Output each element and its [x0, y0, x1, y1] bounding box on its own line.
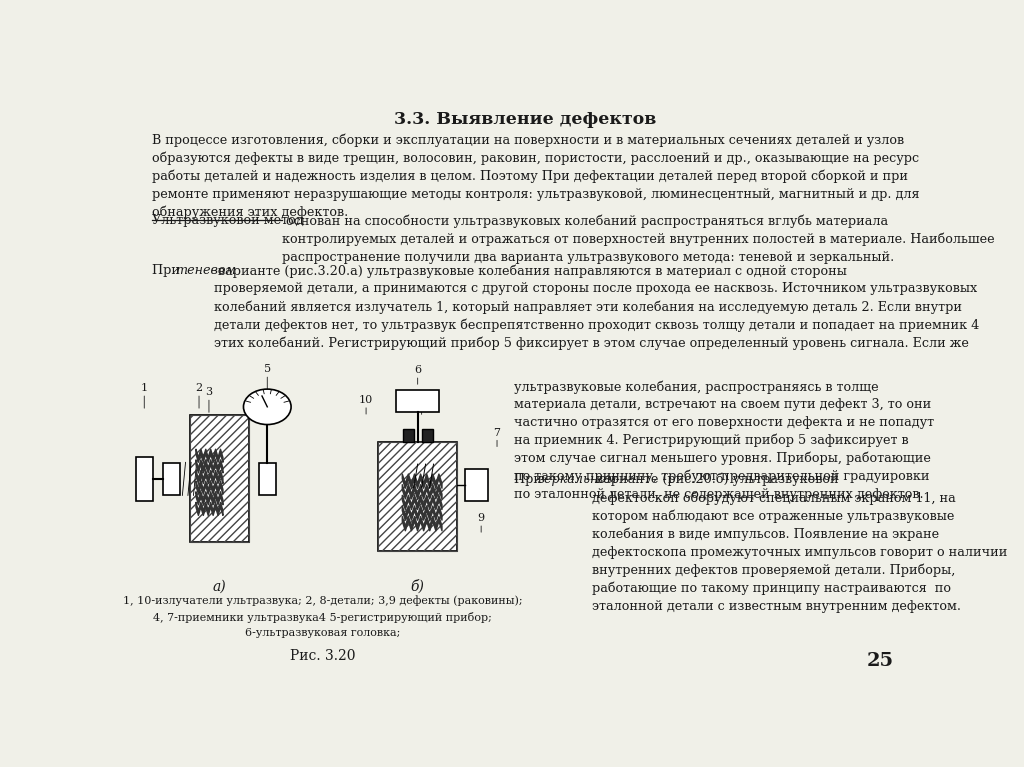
Text: 6: 6: [414, 365, 421, 375]
Text: 5: 5: [264, 364, 270, 374]
Bar: [465, 469, 487, 501]
Text: 1: 1: [140, 384, 147, 393]
Bar: [258, 463, 276, 495]
Text: 2: 2: [196, 384, 203, 393]
Text: а): а): [212, 579, 226, 594]
Bar: [189, 416, 249, 542]
Text: 25: 25: [866, 652, 894, 670]
Bar: [403, 429, 415, 442]
Text: теневом: теневом: [175, 265, 237, 278]
Text: зеркальном: зеркальном: [538, 473, 617, 486]
Bar: [163, 463, 180, 495]
Text: варианте (рис.3.20.а) ультразвуковые колебания направляются в материал с одной с: варианте (рис.3.20.а) ультразвуковые кол…: [214, 265, 979, 351]
Text: 9: 9: [477, 513, 484, 523]
Text: 8: 8: [418, 395, 425, 405]
Bar: [422, 429, 433, 442]
Circle shape: [244, 389, 291, 425]
Text: б): б): [411, 579, 425, 594]
Text: Рис. 3.20: Рис. 3.20: [290, 649, 355, 663]
Text: 3.3. Выявление дефектов: 3.3. Выявление дефектов: [393, 111, 656, 128]
Bar: [189, 416, 249, 542]
Text: 4, 7-приемники ультразвука4 5-регистрирующий прибор;: 4, 7-приемники ультразвука4 5-регистриру…: [153, 612, 492, 623]
Bar: [378, 442, 458, 551]
Text: При: При: [152, 265, 184, 278]
Text: В процессе изготовления, сборки и эксплуатации на поверхности и в материальных с: В процессе изготовления, сборки и эксплу…: [152, 133, 920, 219]
Bar: [135, 456, 153, 501]
Text: При: При: [514, 473, 547, 486]
Text: варианте (рис.20.б) ультразвуковой
дефектоскоп оборудуют специальным экраном 11,: варианте (рис.20.б) ультразвуковой дефек…: [592, 473, 1007, 613]
Text: 7: 7: [494, 427, 501, 437]
Text: ультразвуковые колебания, распространяясь в толще
материала детали, встречают на: ультразвуковые колебания, распространяяс…: [514, 380, 935, 501]
Text: 6-ультразвуковая головка;: 6-ультразвуковая головка;: [245, 628, 400, 638]
Bar: [396, 390, 439, 413]
Text: Ультразвуковой метод: Ультразвуковой метод: [152, 214, 303, 227]
Text: 1, 10-излучатели ультразвука; 2, 8-детали; 3,9 дефекты (раковины);: 1, 10-излучатели ультразвука; 2, 8-детал…: [123, 595, 522, 606]
Text: 3: 3: [206, 387, 213, 397]
Text: 10: 10: [359, 395, 373, 405]
Text: основан на способности ультразвуковых колебаний распространяться вглубь материал: основан на способности ультразвуковых ко…: [282, 214, 994, 264]
Text: 4: 4: [264, 392, 270, 402]
Bar: [378, 442, 458, 551]
